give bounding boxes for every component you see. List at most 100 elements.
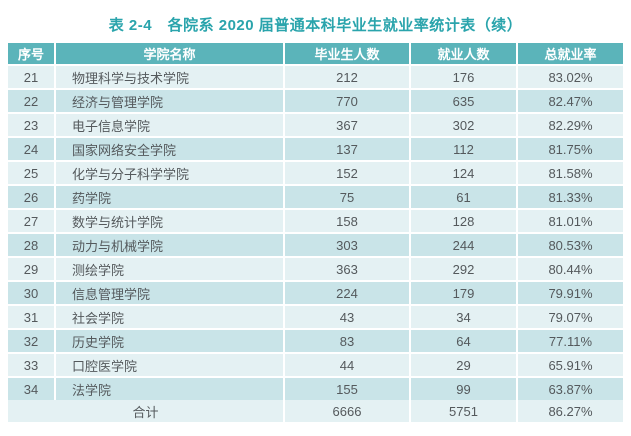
cell-employed: 99: [410, 377, 518, 400]
table-row: 26 药学院 75 61 81.33%: [8, 185, 623, 210]
cell-graduates: 224: [284, 281, 411, 306]
cell-employed: 29: [410, 353, 518, 378]
cell-no: 23: [8, 113, 56, 138]
cell-rate: 79.07%: [517, 305, 623, 330]
cell-employed: 244: [410, 233, 518, 258]
cell-rate: 81.58%: [517, 161, 623, 186]
table-footer: 合计 6666 5751 86.27%: [8, 400, 623, 422]
table-row: 31 社会学院 43 34 79.07%: [8, 305, 623, 330]
total-row: 合计 6666 5751 86.27%: [8, 400, 623, 422]
table-header: 序号 学院名称 毕业生人数 就业人数 总就业率: [8, 43, 623, 66]
cell-rate: 79.91%: [517, 281, 623, 306]
cell-graduates: 83: [284, 329, 411, 354]
header-no: 序号: [8, 43, 56, 66]
table-row: 28 动力与机械学院 303 244 80.53%: [8, 233, 623, 258]
cell-graduates: 137: [284, 137, 411, 162]
cell-no: 22: [8, 89, 56, 114]
cell-no: 32: [8, 329, 56, 354]
cell-graduates: 158: [284, 209, 411, 234]
cell-rate: 83.02%: [517, 65, 623, 90]
cell-employed: 61: [410, 185, 518, 210]
cell-no: 28: [8, 233, 56, 258]
cell-name: 国家网络安全学院: [55, 137, 285, 162]
header-employed: 就业人数: [410, 43, 518, 66]
cell-name: 经济与管理学院: [55, 89, 285, 114]
employment-rate-table: 序号 学院名称 毕业生人数 就业人数 总就业率 21 物理科学与技术学院 212 17…: [8, 43, 623, 422]
table-title: 表 2-4 各院系 2020 届普通本科毕业生就业率统计表（续）: [108, 17, 523, 34]
table-body: 21 物理科学与技术学院 212 176 83.02% 22 经济与管理学院 770 635 82…: [8, 65, 623, 400]
table-row: 24 国家网络安全学院 137 112 81.75%: [8, 137, 623, 162]
cell-employed: 64: [410, 329, 518, 354]
cell-graduates: 75: [284, 185, 411, 210]
cell-no: 34: [8, 377, 56, 400]
cell-rate: 80.53%: [517, 233, 623, 258]
cell-employed: 292: [410, 257, 518, 282]
cell-employed: 635: [410, 89, 518, 114]
cell-name: 药学院: [55, 185, 285, 210]
cell-graduates: 43: [284, 305, 411, 330]
cell-graduates: 770: [284, 89, 411, 114]
cell-name: 电子信息学院: [55, 113, 285, 138]
cell-no: 30: [8, 281, 56, 306]
cell-rate: 82.47%: [517, 89, 623, 114]
cell-rate: 80.44%: [517, 257, 623, 282]
table-row: 21 物理科学与技术学院 212 176 83.02%: [8, 65, 623, 90]
cell-no: 26: [8, 185, 56, 210]
cell-rate: 77.11%: [517, 329, 623, 354]
header-graduates: 毕业生人数: [284, 43, 411, 66]
cell-name: 测绘学院: [55, 257, 285, 282]
cell-graduates: 155: [284, 377, 411, 400]
total-employed: 5751: [410, 400, 518, 422]
cell-name: 数学与统计学院: [55, 209, 285, 234]
cell-rate: 82.29%: [517, 113, 623, 138]
cell-no: 27: [8, 209, 56, 234]
header-row: 序号 学院名称 毕业生人数 就业人数 总就业率: [8, 43, 623, 66]
cell-name: 动力与机械学院: [55, 233, 285, 258]
cell-rate: 81.33%: [517, 185, 623, 210]
table-row: 25 化学与分子科学学院 152 124 81.58%: [8, 161, 623, 186]
cell-graduates: 367: [284, 113, 411, 138]
table-row: 29 测绘学院 363 292 80.44%: [8, 257, 623, 282]
cell-graduates: 212: [284, 65, 411, 90]
cell-employed: 34: [410, 305, 518, 330]
table-row: 34 法学院 155 99 63.87%: [8, 377, 623, 400]
cell-rate: 81.75%: [517, 137, 623, 162]
cell-name: 口腔医学院: [55, 353, 285, 378]
table-row: 32 历史学院 83 64 77.11%: [8, 329, 623, 354]
cell-rate: 63.87%: [517, 377, 623, 400]
cell-name: 物理科学与技术学院: [55, 65, 285, 90]
table-row: 22 经济与管理学院 770 635 82.47%: [8, 89, 623, 114]
cell-name: 化学与分子科学学院: [55, 161, 285, 186]
cell-employed: 128: [410, 209, 518, 234]
cell-name: 信息管理学院: [55, 281, 285, 306]
cell-rate: 81.01%: [517, 209, 623, 234]
table-row: 27 数学与统计学院 158 128 81.01%: [8, 209, 623, 234]
header-rate: 总就业率: [517, 43, 623, 66]
cell-no: 25: [8, 161, 56, 186]
cell-employed: 179: [410, 281, 518, 306]
table-row: 30 信息管理学院 224 179 79.91%: [8, 281, 623, 306]
total-label: 合计: [8, 400, 285, 422]
cell-no: 21: [8, 65, 56, 90]
cell-employed: 176: [410, 65, 518, 90]
total-rate: 86.27%: [517, 400, 623, 422]
cell-graduates: 152: [284, 161, 411, 186]
cell-graduates: 363: [284, 257, 411, 282]
cell-no: 33: [8, 353, 56, 378]
cell-no: 29: [8, 257, 56, 282]
cell-employed: 302: [410, 113, 518, 138]
table-row: 33 口腔医学院 44 29 65.91%: [8, 353, 623, 378]
cell-employed: 124: [410, 161, 518, 186]
total-graduates: 6666: [284, 400, 411, 422]
cell-graduates: 303: [284, 233, 411, 258]
cell-name: 社会学院: [55, 305, 285, 330]
cell-no: 24: [8, 137, 56, 162]
cell-rate: 65.91%: [517, 353, 623, 378]
cell-no: 31: [8, 305, 56, 330]
cell-name: 历史学院: [55, 329, 285, 354]
cell-name: 法学院: [55, 377, 285, 400]
cell-graduates: 44: [284, 353, 411, 378]
cell-employed: 112: [410, 137, 518, 162]
table-row: 23 电子信息学院 367 302 82.29%: [8, 113, 623, 138]
header-name: 学院名称: [55, 43, 285, 66]
